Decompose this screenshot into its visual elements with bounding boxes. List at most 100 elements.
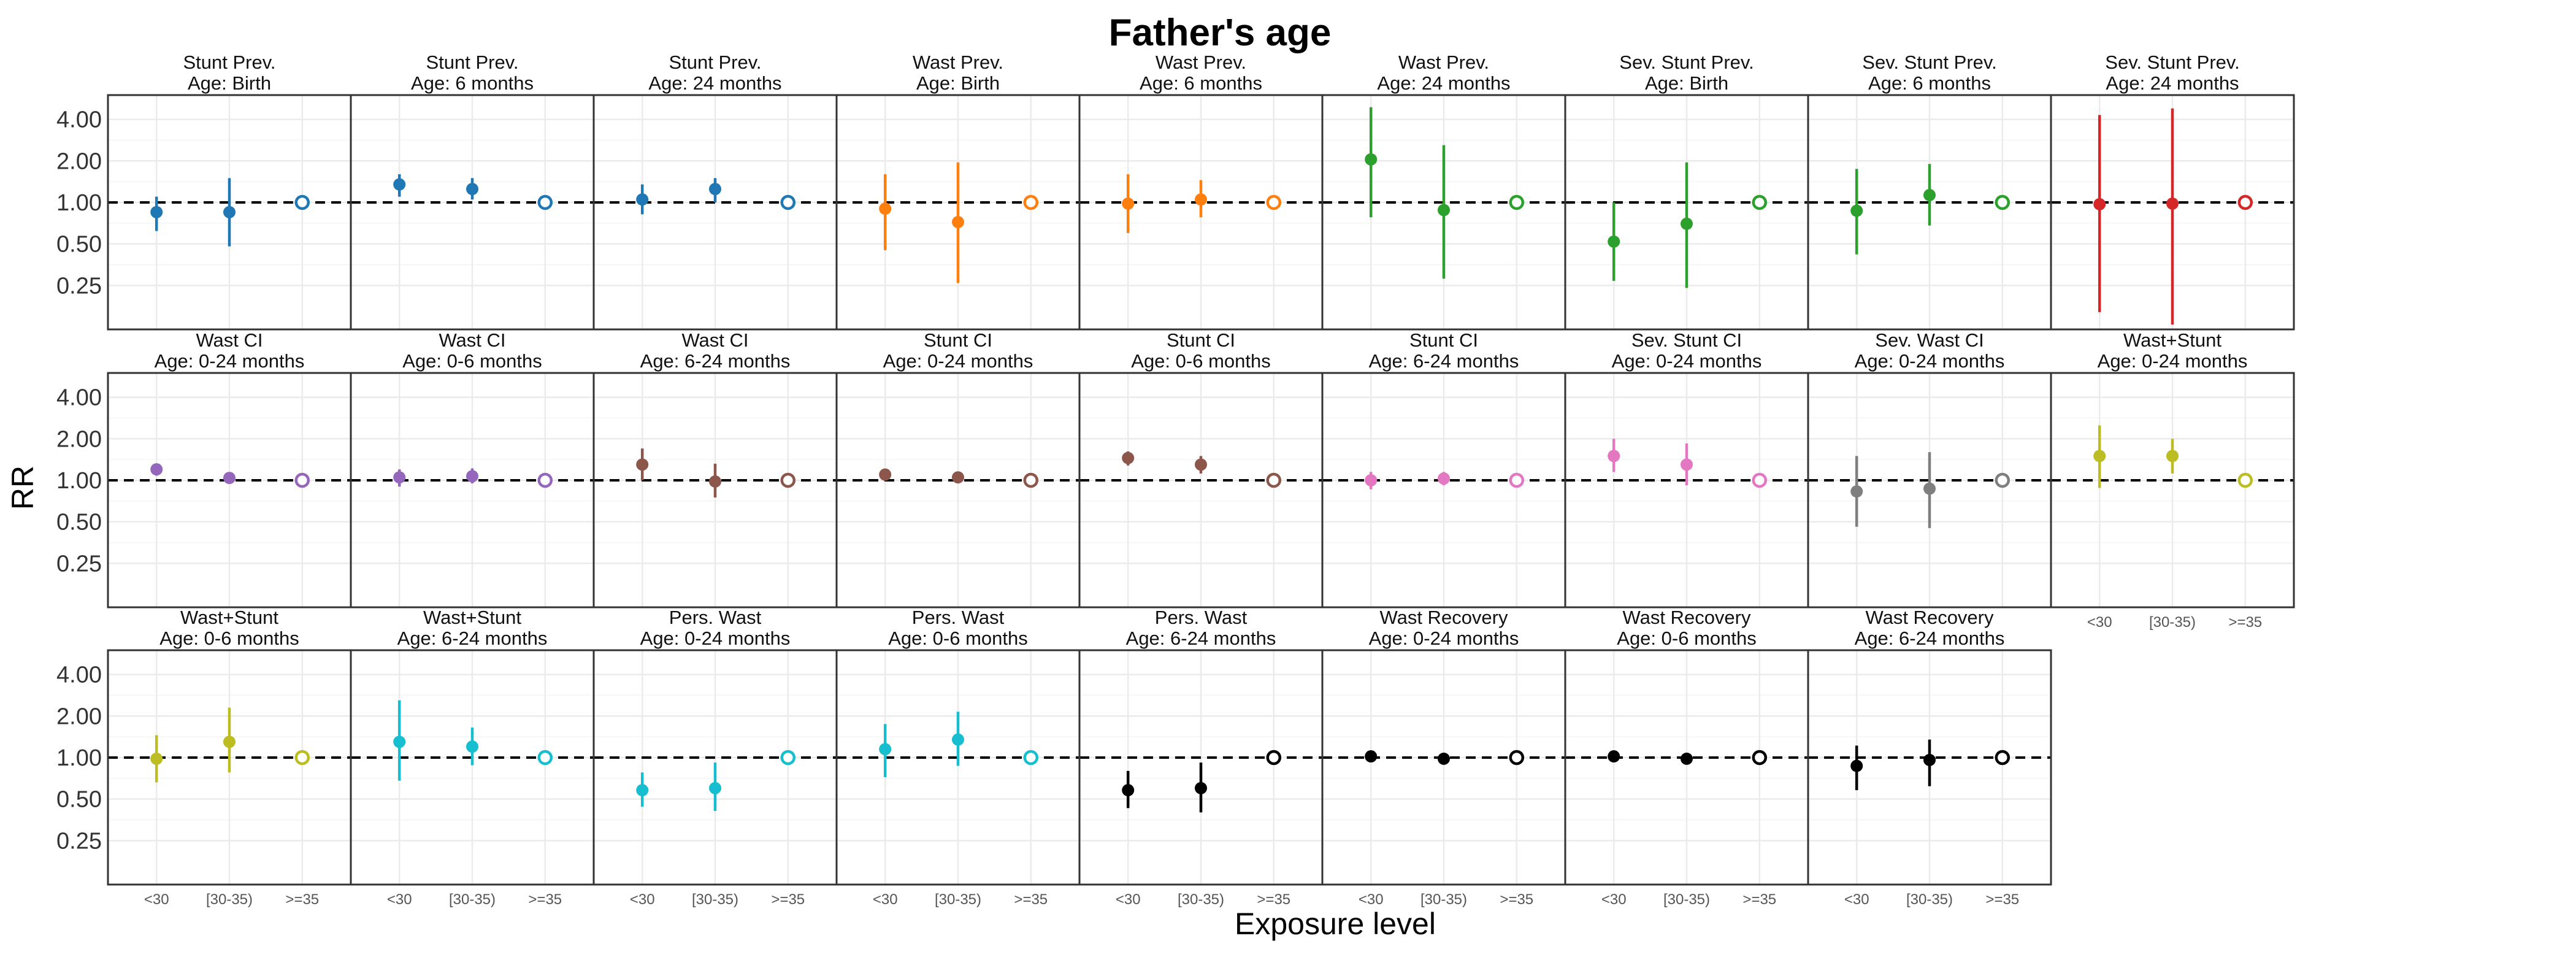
point-estimate bbox=[2093, 198, 2106, 210]
reference-point bbox=[1266, 472, 1282, 488]
point-estimate bbox=[150, 752, 163, 765]
facet-title-age: Age: 6-24 months bbox=[1855, 628, 2005, 649]
point-estimate bbox=[1438, 472, 1450, 485]
x-tick-label: [30-35) bbox=[1906, 891, 1953, 908]
y-tick-label: 4.00 bbox=[56, 385, 102, 411]
facet-title-age: Age: 6 months bbox=[1140, 72, 1262, 94]
x-tick-label: >=35 bbox=[285, 891, 319, 908]
x-tick-label: >=35 bbox=[1257, 891, 1290, 908]
point-estimate bbox=[1923, 482, 1936, 495]
facet-title-outcome: Wast Recovery bbox=[1379, 607, 1508, 628]
point-estimate bbox=[709, 183, 721, 196]
reference-point bbox=[1023, 750, 1039, 766]
point-estimate bbox=[223, 735, 236, 748]
facet-panel: Wast Prev.Age: Birth bbox=[835, 52, 1081, 331]
facet-title-outcome: Wast CI bbox=[681, 329, 748, 351]
facet-title-age: Age: 0-24 months bbox=[1369, 628, 1519, 649]
point-estimate bbox=[1195, 781, 1207, 794]
point-estimate bbox=[1195, 458, 1207, 471]
reference-point bbox=[1752, 472, 1768, 488]
point-estimate bbox=[1850, 759, 1863, 772]
facet-title-age: Age: 6-24 months bbox=[1126, 628, 1276, 649]
point-estimate bbox=[223, 205, 236, 218]
y-tick-label: 4.00 bbox=[56, 107, 102, 133]
facet-title-age: Age: 0-6 months bbox=[402, 350, 542, 372]
facet-panel: Wast Prev.Age: 6 months bbox=[1078, 52, 1324, 331]
facet-title-outcome: Stunt Prev. bbox=[426, 52, 518, 73]
reference-point bbox=[1509, 750, 1525, 766]
facet-title-age: Age: 24 months bbox=[1377, 72, 1510, 94]
point-estimate bbox=[466, 183, 478, 196]
point-estimate bbox=[466, 740, 478, 753]
point-estimate bbox=[150, 463, 163, 476]
x-tick-label: [30-35) bbox=[206, 891, 253, 908]
reference-point bbox=[1752, 750, 1768, 766]
x-tick-label: <30 bbox=[873, 891, 898, 908]
facet-title-outcome: Pers. Wast bbox=[912, 607, 1005, 628]
y-tick-label: 1.00 bbox=[56, 190, 102, 216]
reference-point bbox=[1509, 194, 1525, 210]
reference-point bbox=[1509, 472, 1525, 488]
reference-point bbox=[1023, 472, 1039, 488]
reference-point bbox=[537, 472, 553, 488]
point-estimate bbox=[1608, 235, 1620, 248]
facet-title-outcome: Stunt CI bbox=[1409, 329, 1478, 351]
point-estimate bbox=[636, 784, 649, 797]
x-tick-label: >=35 bbox=[2228, 614, 2262, 631]
point-estimate bbox=[952, 216, 964, 229]
point-estimate bbox=[393, 471, 406, 484]
facet-panel: Sev. Stunt Prev.Age: 6 months bbox=[1807, 52, 2052, 331]
point-estimate bbox=[1365, 750, 1378, 763]
point-estimate bbox=[879, 743, 892, 756]
reference-point bbox=[1995, 472, 2011, 488]
point-estimate bbox=[2166, 450, 2179, 463]
x-tick-label: >=35 bbox=[1500, 891, 1533, 908]
facet-title-outcome: Wast Recovery bbox=[1622, 607, 1751, 628]
y-tick-label: 2.00 bbox=[56, 426, 102, 452]
point-estimate bbox=[1850, 204, 1863, 217]
y-axis-label: RR bbox=[6, 466, 40, 510]
y-tick-label: 2.00 bbox=[56, 148, 102, 174]
facet-title-outcome: Wast Prev. bbox=[1398, 52, 1489, 73]
y-tick-label: 0.50 bbox=[56, 787, 102, 813]
x-tick-label: <30 bbox=[2087, 614, 2112, 631]
point-estimate bbox=[1608, 750, 1620, 763]
facet-title-outcome: Pers. Wast bbox=[1155, 607, 1248, 628]
point-estimate bbox=[1122, 784, 1135, 797]
facet-title-age: Age: 0-24 months bbox=[1612, 350, 1762, 372]
y-tick-label: 0.50 bbox=[56, 510, 102, 536]
facet-title-age: Age: Birth bbox=[188, 72, 271, 94]
facet-title-age: Age: 6-24 months bbox=[1369, 350, 1519, 372]
reference-point bbox=[2237, 472, 2253, 488]
x-tick-label: <30 bbox=[1601, 891, 1627, 908]
point-estimate bbox=[709, 475, 721, 488]
facet-title-age: Age: 6-24 months bbox=[640, 350, 791, 372]
y-tick-label: 0.25 bbox=[56, 273, 102, 299]
point-estimate bbox=[1438, 752, 1450, 765]
facet-title-age: Age: 24 months bbox=[648, 72, 781, 94]
point-estimate bbox=[150, 205, 163, 218]
point-estimate bbox=[1923, 189, 1936, 202]
facet-title-age: Age: 0-6 months bbox=[159, 628, 299, 649]
point-estimate bbox=[636, 458, 649, 471]
point-estimate bbox=[952, 733, 964, 746]
facet-title-outcome: Wast+Stunt bbox=[180, 607, 278, 628]
facet-title-outcome: Stunt CI bbox=[924, 329, 992, 351]
facet-title-age: Age: 6-24 months bbox=[397, 628, 548, 649]
reference-point bbox=[1266, 194, 1282, 210]
reference-point bbox=[780, 194, 796, 210]
x-tick-label: <30 bbox=[387, 891, 412, 908]
facet-panel: Sev. Stunt Prev.Age: 24 months bbox=[2050, 52, 2295, 331]
panel-border bbox=[2050, 372, 2295, 609]
point-estimate bbox=[1365, 153, 1378, 166]
x-tick-label: [30-35) bbox=[449, 891, 496, 908]
